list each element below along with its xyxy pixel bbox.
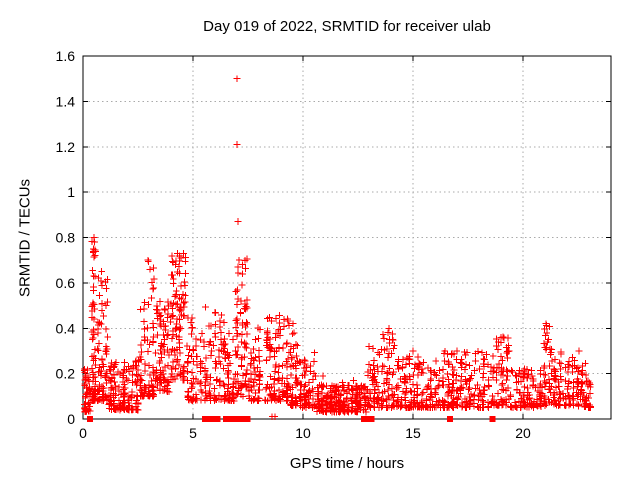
- x-tick-label: 10: [295, 425, 311, 441]
- y-tick-label: 1.2: [56, 139, 76, 155]
- y-tick-label: 0.4: [56, 320, 76, 336]
- x-axis-title: GPS time / hours: [289, 455, 405, 472]
- chart-title: Day 019 of 2022, SRMTID for receiver ula…: [203, 18, 491, 35]
- y-tick-label: 1.6: [56, 48, 76, 64]
- x-tick-label: 15: [405, 425, 421, 441]
- y-tick-label: 0.8: [56, 230, 76, 246]
- y-tick-label: 0.6: [56, 275, 76, 291]
- y-tick-label: 1.4: [56, 93, 76, 109]
- y-tick-label: 1: [67, 184, 75, 200]
- y-tick-label: 0: [67, 411, 75, 427]
- scatter-plus-markers: [80, 75, 594, 421]
- x-tick-label: 0: [79, 425, 87, 441]
- x-tick-label: 20: [515, 425, 531, 441]
- y-tick-label: 0.2: [56, 366, 76, 382]
- x-tick-label: 5: [189, 425, 197, 441]
- plot-border: [82, 55, 612, 420]
